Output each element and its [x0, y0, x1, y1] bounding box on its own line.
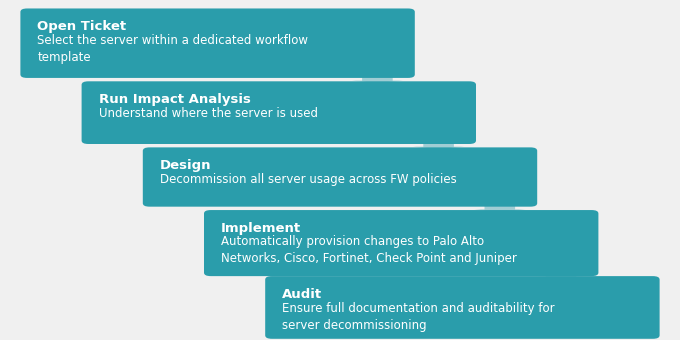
Polygon shape — [352, 76, 403, 83]
FancyBboxPatch shape — [20, 8, 415, 78]
FancyBboxPatch shape — [82, 81, 476, 144]
Polygon shape — [475, 205, 525, 212]
Text: Decommission all server usage across FW policies: Decommission all server usage across FW … — [160, 173, 456, 186]
Text: Implement: Implement — [221, 222, 301, 235]
Text: Run Impact Analysis: Run Impact Analysis — [99, 93, 250, 106]
FancyBboxPatch shape — [204, 210, 598, 276]
Text: Design: Design — [160, 159, 211, 172]
FancyBboxPatch shape — [265, 276, 660, 339]
Text: Ensure full documentation and auditability for
server decommissioning: Ensure full documentation and auditabili… — [282, 302, 555, 332]
Text: Understand where the server is used: Understand where the server is used — [99, 107, 318, 120]
Text: Select the server within a dedicated workflow
template: Select the server within a dedicated wor… — [37, 34, 309, 64]
Text: Automatically provision changes to Palo Alto
Networks, Cisco, Fortinet, Check Po: Automatically provision changes to Palo … — [221, 236, 517, 266]
Text: Open Ticket: Open Ticket — [37, 20, 126, 33]
Polygon shape — [536, 274, 586, 278]
Text: Audit: Audit — [282, 288, 322, 301]
FancyBboxPatch shape — [143, 147, 537, 207]
Polygon shape — [413, 142, 464, 149]
